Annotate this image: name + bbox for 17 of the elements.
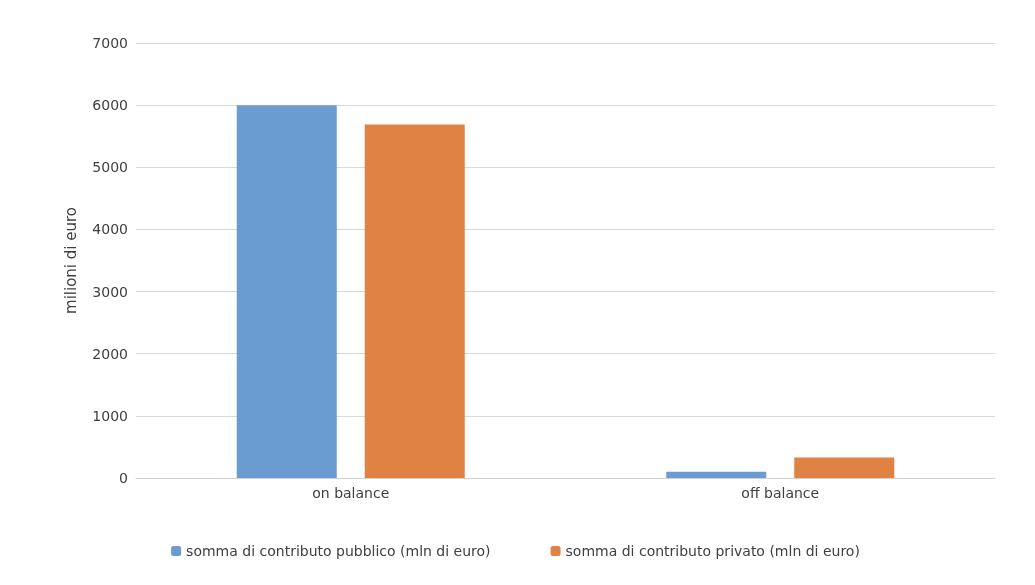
bar — [364, 124, 465, 478]
legend-label: somma di contributo privato (mln di euro) — [565, 543, 860, 559]
y-tick-label: 7000 — [92, 35, 128, 51]
y-axis-title: milioni di euro — [61, 207, 80, 314]
y-tick-label: 6000 — [92, 97, 128, 114]
y-tick-label: 3000 — [92, 283, 128, 300]
bar — [666, 471, 767, 478]
legend-label: somma di contributo pubblico (mln di euro) — [186, 543, 491, 559]
y-tick-label: 5000 — [92, 159, 128, 176]
x-tick-label: off balance — [741, 485, 820, 501]
y-tick-label: 0 — [119, 470, 128, 486]
bar — [794, 457, 895, 478]
y-tick-label: 1000 — [92, 407, 128, 424]
bar — [236, 105, 337, 478]
y-tick-label: 2000 — [92, 345, 128, 362]
x-tick-label: on balance — [312, 485, 390, 501]
y-tick-label: 4000 — [92, 221, 128, 238]
